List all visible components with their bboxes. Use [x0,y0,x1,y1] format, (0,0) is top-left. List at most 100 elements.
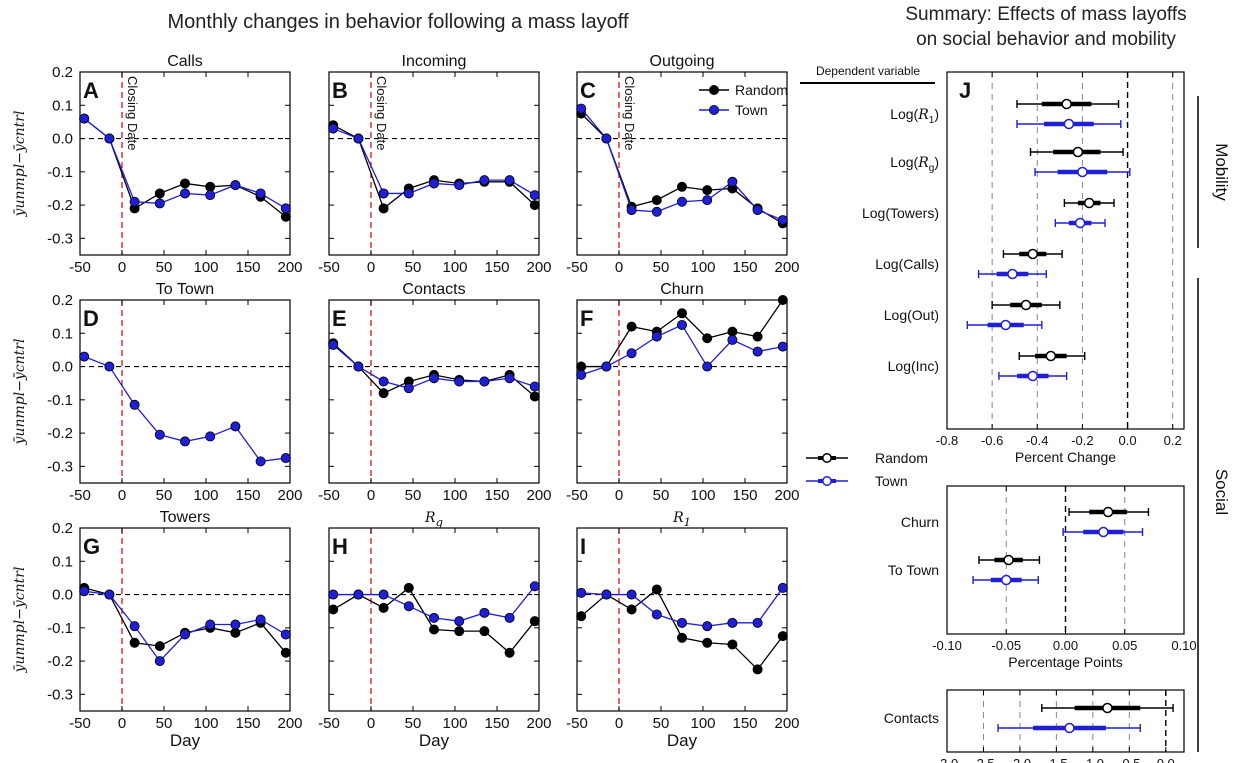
panel-letter: J [959,78,971,103]
data-point-town [179,436,190,447]
category-label: Log(Inc) [888,358,939,374]
y-tick-label: 0.2 [52,292,73,309]
y-tick-label: 0.2 [52,520,73,537]
data-point-random [454,626,465,637]
data-point-random [428,624,439,635]
data-point-town [576,369,587,380]
data-point-random [702,637,713,648]
x-tick-label: 0 [615,715,623,732]
x-tick-label: 200 [526,715,551,732]
panel-A: Closing Date ȳunmpl−ȳcntrl [12,71,291,256]
x-tick-label: -3.0 [936,756,958,763]
data-point-town [154,198,165,209]
x-tick-label: 200 [774,487,799,504]
category-label: Contacts [884,710,939,726]
x-tick-label: 150 [484,259,509,276]
data-point-town [129,196,140,207]
y-tick-label: -0.3 [47,230,73,247]
data-point-town [702,195,713,206]
estimate-point-town [1007,268,1018,280]
data-point-town [79,113,90,124]
data-point-town [529,381,540,392]
data-point-town [479,607,490,618]
data-point-random [154,641,165,652]
panel-letter: H [332,534,348,559]
data-point-town [280,203,291,214]
x-axis-label: Percentage Points [1008,654,1122,670]
closing-date-label: Closing Date [622,76,637,150]
x-tick-label: -50 [566,715,588,732]
legend-entry: Town [875,473,908,489]
panel-title: Incoming [402,53,467,70]
data-point-random [230,627,241,638]
y-tick-label: -0.2 [47,653,73,670]
data-point-random [677,181,688,192]
x-tick-label: 100 [442,487,467,504]
x-tick-label: -50 [69,487,91,504]
estimate-point-random [1003,554,1014,566]
legend-swatch-marker [822,476,832,486]
data-point-town [205,431,216,442]
mobility-group-label: Mobility [1212,143,1231,201]
category-label: Log(Rg) [890,154,939,174]
panel-letter: D [83,306,99,331]
legend-entry: Random [875,450,928,466]
data-point-town [677,196,688,207]
panel-B: Closing Date [328,71,540,256]
y-tick-label: 0.2 [52,64,73,81]
panel-frame [946,71,1185,430]
panel-frame [79,71,291,256]
data-point-town [280,453,291,464]
data-point-random [626,604,637,615]
x-tick-label: -0.6 [981,433,1003,448]
y-axis-label: ȳunmpl−ȳcntrl [12,339,28,446]
data-point-town [378,589,389,600]
x-tick-label: -50 [566,259,588,276]
x-tick-label: -50 [69,715,91,732]
x-tick-label: -2.0 [1009,756,1031,763]
data-point-town [328,589,339,600]
estimate-point-random [1102,506,1114,518]
data-point-town [205,619,216,630]
x-tick-label: 0.0 [1157,756,1175,763]
x-tick-label: 100 [690,487,715,504]
right-figure-title-line2: on social behavior and mobility [916,29,1176,50]
x-tick-label: 50 [405,259,422,276]
data-point-random [677,632,688,643]
category-label: To Town [888,562,939,578]
panel-E [328,299,540,484]
panel-frame [576,299,788,484]
y-tick-label: 0.0 [52,131,73,148]
data-point-town [428,612,439,623]
x-tick-label: 0.10 [1171,638,1196,653]
panel-title: Outgoing [650,53,715,70]
panel-H [328,527,540,712]
panel-frame [79,527,291,712]
data-point-town [403,601,414,612]
y-tick-label: -0.2 [47,197,73,214]
category-label: Log(Towers) [862,205,939,221]
panel-frame [946,689,1185,753]
data-point-town [403,383,414,394]
data-point-town [104,589,115,600]
data-point-random [479,626,490,637]
data-point-town [752,205,763,216]
panel-frame [79,299,291,484]
x-tick-label: 50 [653,715,670,732]
y-tick-label: 0.1 [52,325,73,342]
data-point-town [626,348,637,359]
estimate-point-random [1027,248,1039,260]
data-point-town [454,376,465,387]
data-point-random [626,321,637,332]
data-point-random [752,664,763,675]
data-point-random [727,326,738,337]
data-point-town [428,373,439,384]
x-tick-label: 0.05 [1112,638,1137,653]
data-point-town [504,612,515,623]
x-tick-label: 0 [118,487,126,504]
data-point-random [651,195,662,206]
x-tick-label: -1.0 [1082,756,1104,763]
data-point-random [529,616,540,627]
panel-letter: E [332,306,347,331]
data-point-random [702,333,713,344]
